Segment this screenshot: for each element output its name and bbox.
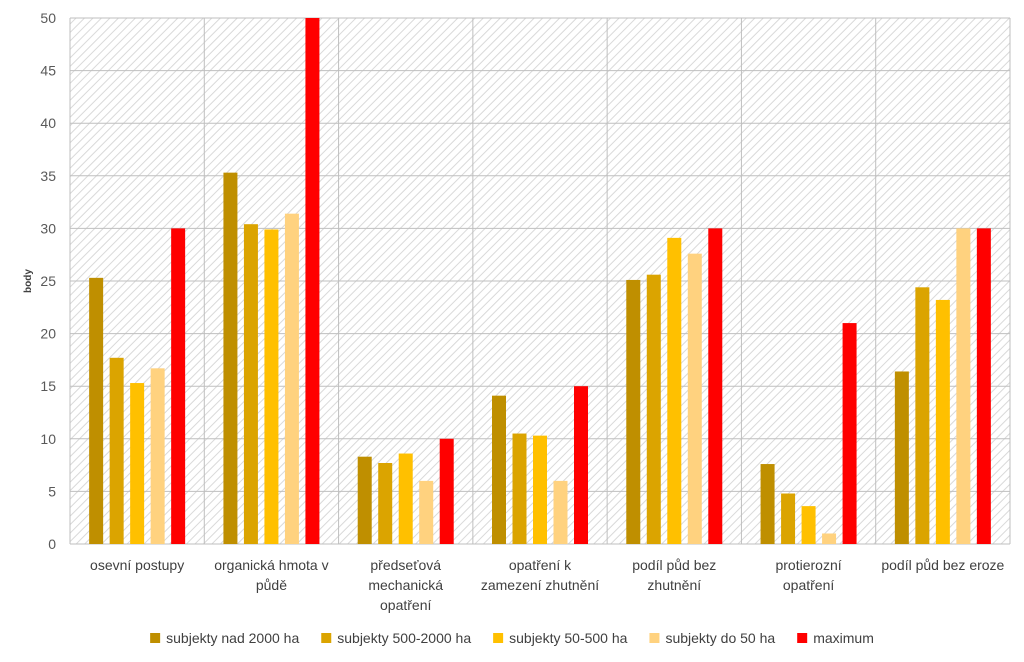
y-tick-label: 35 (40, 168, 56, 184)
x-tick-label: předseťová mechanická opatření (368, 557, 443, 613)
bar-2-2 (243, 224, 258, 544)
y-tick-label: 30 (40, 220, 56, 236)
bar-3-6 (801, 506, 816, 544)
legend-label: maximum (813, 630, 874, 646)
bar-2-4 (512, 433, 527, 544)
legend-label: subjekty 500-2000 ha (337, 630, 471, 646)
x-tick-label: organická hmota v půdě (214, 557, 328, 593)
x-axis: osevní postupy organická hmota v půdě předs… (90, 557, 1005, 613)
legend-label: subjekty nad 2000 ha (166, 630, 299, 646)
bar-5-4 (574, 386, 588, 544)
legend: subjekty nad 2000 ha subjekty 500-2000 ha… (150, 630, 874, 646)
x-tick-label: osevní postupy (90, 557, 184, 573)
y-tick-label: 25 (40, 273, 56, 289)
bar-4-3 (419, 480, 434, 544)
legend-swatch (150, 633, 161, 643)
y-tick-label: 40 (40, 115, 56, 131)
bar-3-4 (533, 435, 547, 544)
bar-4-6 (822, 533, 837, 544)
y-tick-label: 20 (40, 326, 56, 342)
bar-1-1 (89, 277, 104, 544)
bar-5-2 (305, 18, 320, 544)
x-tick-label: opatření k zamezení zhutnění (481, 557, 599, 593)
bar-1-4 (492, 395, 506, 544)
legend-swatch (649, 633, 660, 643)
bar-1-3 (357, 456, 372, 544)
y-axis: 0 5 10 15 20 25 30 35 40 45 50 (40, 10, 56, 552)
bar-1-6 (760, 464, 775, 544)
legend-swatch (797, 633, 808, 643)
bar-5-1 (171, 228, 186, 544)
bar-4-2 (284, 213, 299, 544)
y-tick-label: 45 (40, 63, 56, 79)
bar-1-7 (894, 371, 909, 544)
x-tick-label: protierozní opatření (775, 557, 841, 593)
bar-5-3 (439, 438, 454, 544)
legend-swatch (493, 633, 504, 643)
legend-label: subjekty 50-500 ha (509, 630, 628, 646)
bar-2-6 (781, 493, 796, 544)
bar-3-2 (264, 229, 279, 544)
bar-5-5 (708, 228, 723, 544)
bar-4-5 (687, 253, 702, 544)
bar-4-7 (956, 228, 971, 544)
y-tick-label: 15 (40, 378, 56, 394)
bar-1-2 (223, 172, 238, 545)
bar-3-5 (667, 237, 682, 545)
bar-5-6 (842, 323, 857, 544)
bar-5-7 (976, 228, 991, 544)
y-axis-title: body (23, 269, 34, 293)
bar-1-5 (626, 279, 641, 544)
bar-2-5 (646, 274, 661, 544)
bar-2-7 (915, 287, 930, 544)
y-tick-label: 0 (48, 536, 56, 552)
bar-2-1 (109, 357, 124, 544)
bar-4-1 (150, 368, 165, 544)
legend-label: subjekty do 50 ha (665, 630, 775, 646)
bar-3-7 (935, 299, 950, 544)
legend-swatch (321, 633, 332, 643)
x-tick-label: podíl půd bez eroze (881, 557, 1004, 573)
y-tick-label: 10 (40, 431, 56, 447)
bar-2-3 (378, 462, 393, 544)
y-tick-label: 5 (48, 483, 56, 499)
y-tick-label: 50 (40, 10, 56, 26)
x-tick-label: podíl půd bez zhutnění (632, 557, 716, 593)
bars (89, 18, 991, 545)
bar-4-4 (553, 480, 568, 544)
bar-3-1 (130, 383, 145, 544)
bar-3-3 (398, 453, 413, 544)
